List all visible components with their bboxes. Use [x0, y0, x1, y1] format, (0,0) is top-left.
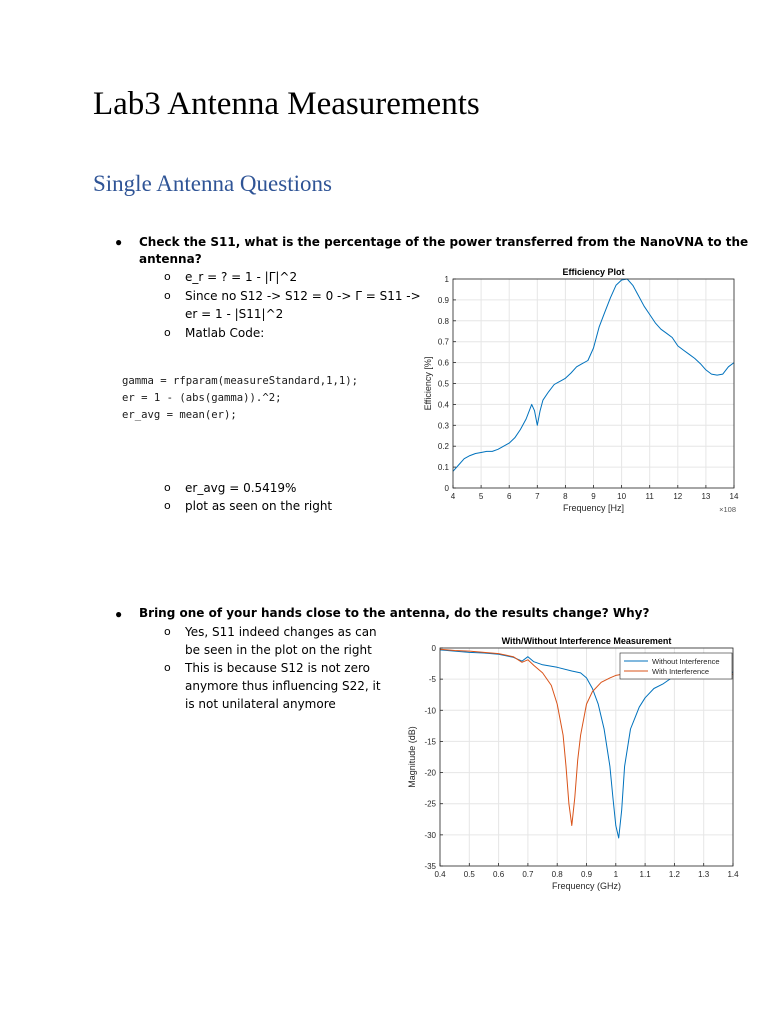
x-tick-label: 9: [591, 492, 596, 501]
answer-1-4: Matlab Code:: [185, 326, 265, 340]
answer-1-3: er = 1 - |S11|^2: [185, 307, 284, 321]
code-line: er_avg = mean(er);: [122, 409, 237, 421]
y-tick-label: 0.3: [438, 421, 450, 430]
y-tick-label: -10: [424, 706, 436, 715]
y-tick-label: -35: [424, 862, 436, 871]
x-axis-label: Frequency [Hz]: [563, 503, 624, 513]
answer-2-2: be seen in the plot on the right: [185, 643, 372, 657]
sub-bullet-icon: o: [164, 326, 171, 339]
x-tick-label: 1.3: [698, 870, 710, 879]
answer-1-2: Since no S12 -> S12 = 0 -> Γ = S11 ->: [185, 289, 421, 303]
sub-bullet-icon: o: [164, 270, 171, 283]
y-tick-label: -20: [424, 769, 436, 778]
y-tick-label: -5: [429, 675, 437, 684]
x-tick-label: 0.7: [522, 870, 534, 879]
x-tick-label: 0.4: [434, 870, 446, 879]
question-2-line-1: Bring one of your hands close to the ant…: [139, 606, 650, 620]
x-tick-label: 6: [507, 492, 512, 501]
x-tick-label: 0.8: [552, 870, 564, 879]
x-tick-label: 13: [701, 492, 710, 501]
question-1-line-1: Check the S11, what is the percentage of…: [139, 235, 749, 249]
question-1-line-2: antenna?: [139, 252, 202, 266]
bullet-icon: ●: [115, 235, 123, 249]
x-tick-label: 0.5: [464, 870, 476, 879]
interference-chart: 0.4 0.5 0.6 0.7 0.8 0.9 1 1.1 1.2 1.3 1.4 0 -5 -10 -15…: [400, 628, 755, 903]
y-tick-label: 0.6: [438, 359, 450, 368]
answer-2-1: Yes, S11 indeed changes as can: [185, 625, 377, 639]
x-tick-label: 7: [535, 492, 540, 501]
x-tick-label: 14: [730, 492, 739, 501]
efficiency-chart: 4 5 6 7 8 9 10 11 12 13 14 0 0.1 0.2 0.3 0.4 0.5 0.6 0.7 0.…: [415, 258, 755, 523]
sub-bullet-icon: o: [164, 499, 171, 512]
sub-bullet-icon: o: [164, 481, 171, 494]
y-tick-label: 0.2: [438, 442, 450, 451]
answer-2-3: This is because S12 is not zero: [185, 661, 371, 675]
code-line: er = 1 - (abs(gamma)).^2;: [122, 392, 282, 404]
data-line: [452, 278, 735, 472]
y-tick-label: -25: [424, 800, 436, 809]
y-tick-label: -30: [424, 831, 436, 840]
x-tick-label: 4: [451, 492, 456, 501]
y-tick-label: -15: [424, 737, 436, 746]
x-tick-label: 10: [617, 492, 626, 501]
x-tick-label: 1.4: [727, 870, 739, 879]
bullet-icon: ●: [115, 607, 123, 621]
x-exponent-label: ×108: [719, 505, 736, 514]
x-tick-label: 1: [614, 870, 619, 879]
legend-entry: With Interference: [652, 667, 709, 676]
sub-bullet-icon: o: [164, 625, 171, 638]
sub-bullet-icon: o: [164, 661, 171, 674]
x-tick-label: 0.6: [493, 870, 505, 879]
x-tick-label: 8: [563, 492, 568, 501]
efficiency-chart-svg: 4 5 6 7 8 9 10 11 12 13 14 0 0.1 0.2 0.3 0.4 0.5 0.6 0.7 0.…: [423, 267, 739, 514]
x-tick-label: 12: [673, 492, 682, 501]
x-tick-label: 1.2: [669, 870, 681, 879]
interference-chart-svg: 0.4 0.5 0.6 0.7 0.8 0.9 1 1.1 1.2 1.3 1.4 0 -5 -10 -15…: [407, 636, 739, 891]
chart-title: Efficiency Plot: [562, 267, 624, 277]
result-plot-note: plot as seen on the right: [185, 499, 333, 513]
x-axis-label: Frequency (GHz): [552, 881, 621, 891]
x-tick-label: 1.1: [640, 870, 652, 879]
y-tick-label: 0.7: [438, 338, 450, 347]
document-title: Lab3 Antenna Measurements: [93, 86, 480, 122]
y-tick-label: 0.1: [438, 463, 450, 472]
result-er-avg: er_avg = 0.5419%: [185, 481, 297, 495]
chart-title: With/Without Interference Measurement: [502, 636, 672, 646]
legend-entry: Without Interference: [652, 657, 720, 666]
answer-2-4: anymore thus influencing S22, it: [185, 679, 381, 693]
answer-2-5: is not unilateral anymore: [185, 697, 336, 711]
sub-bullet-icon: o: [164, 289, 171, 302]
y-tick-label: 0.9: [438, 296, 450, 305]
y-axis-label: Efficiency [%]: [423, 357, 433, 411]
y-tick-label: 0.8: [438, 317, 450, 326]
y-axis-label: Magnitude (dB): [407, 726, 417, 788]
y-tick-label: 0: [445, 484, 450, 493]
y-tick-label: 0: [432, 644, 437, 653]
x-tick-label: 5: [479, 492, 484, 501]
y-tick-label: 1: [445, 275, 450, 284]
y-tick-label: 0.5: [438, 380, 450, 389]
answer-1-1: e_r = ? = 1 - |Γ|^2: [185, 270, 298, 284]
x-tick-label: 0.9: [581, 870, 593, 879]
matlab-code-block: gamma = rfparam(measureStandard,1,1); er …: [122, 373, 358, 424]
section-heading: Single Antenna Questions: [93, 171, 332, 196]
y-tick-label: 0.4: [438, 400, 450, 409]
x-tick-label: 11: [646, 492, 655, 501]
code-line: gamma = rfparam(measureStandard,1,1);: [122, 375, 358, 387]
